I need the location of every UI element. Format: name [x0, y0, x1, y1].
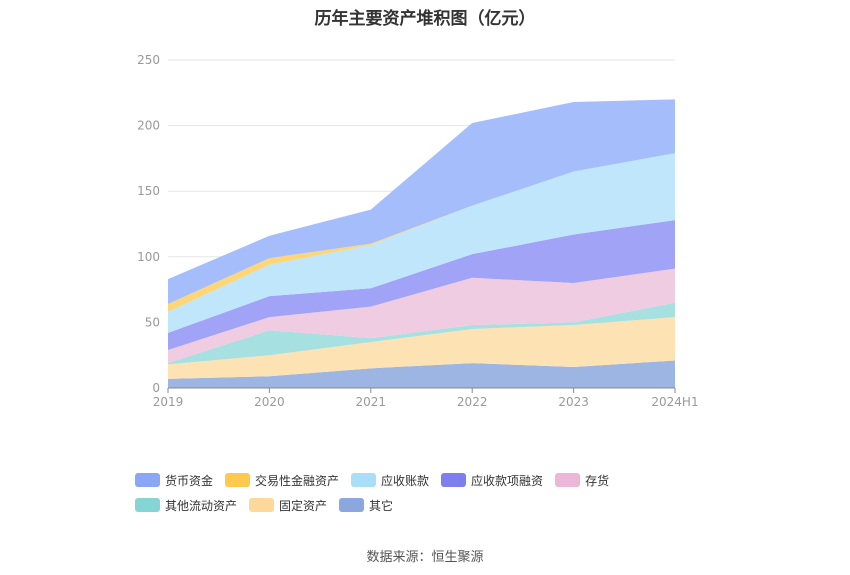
legend-item[interactable]: 应收账款: [351, 473, 430, 488]
area-series-存货: [168, 268, 675, 364]
area-series-应收款项融资: [168, 220, 675, 350]
chart-legend: 货币资金 交易性金融资产 应收账款 应收款项融资 存货其他流动资产 固定资产 其它: [135, 472, 735, 522]
area-series-其它: [168, 360, 675, 388]
area-series-其他流动资产: [168, 302, 675, 365]
x-tick-label: 2020: [254, 395, 285, 409]
x-tick-label: 2024H1: [651, 395, 698, 409]
legend-item[interactable]: 存货: [555, 473, 610, 488]
x-tick-label: 2019: [153, 395, 184, 409]
legend-label: 货币资金: [165, 473, 214, 488]
legend-swatch: [555, 473, 581, 487]
legend-label: 应收账款: [381, 473, 430, 488]
y-tick-label: 200: [137, 119, 160, 133]
legend-label: 交易性金融资产: [255, 473, 340, 488]
legend-swatch: [351, 473, 377, 487]
legend-item[interactable]: 交易性金融资产: [225, 473, 340, 488]
x-tick-label: 2021: [356, 395, 387, 409]
x-tick-label: 2022: [457, 395, 488, 409]
legend-label: 其它: [369, 498, 394, 513]
legend-item[interactable]: 货币资金: [135, 473, 214, 488]
y-tick-label: 150: [137, 184, 160, 198]
legend-swatch: [135, 473, 160, 487]
legend-swatch: [441, 473, 467, 487]
legend-item[interactable]: 固定资产: [249, 498, 328, 513]
area-series-固定资产: [168, 317, 675, 379]
legend-label: 其他流动资产: [165, 498, 238, 513]
legend-swatch: [249, 498, 275, 512]
legend-swatch: [225, 473, 251, 487]
legend-swatch: [339, 498, 365, 512]
chart-title: 历年主要资产堆积图（亿元）: [314, 9, 536, 29]
legend-item[interactable]: 其他流动资产: [135, 498, 238, 513]
legend-item[interactable]: 应收款项融资: [441, 473, 544, 488]
legend-item[interactable]: 其它: [339, 498, 394, 513]
area-series-货币资金: [168, 99, 675, 305]
y-tick-label: 50: [145, 315, 160, 329]
legend-label: 存货: [585, 473, 610, 488]
y-tick-label: 250: [137, 53, 160, 67]
legend-swatch: [135, 498, 160, 512]
y-tick-label: 100: [137, 250, 160, 264]
legend-label: 应收款项融资: [471, 473, 544, 488]
area-series-应收账款: [168, 153, 675, 333]
data-source-note: 数据来源：恒生聚源: [366, 550, 484, 565]
y-tick-label: 0: [152, 381, 160, 395]
legend-label: 固定资产: [279, 498, 328, 513]
x-tick-label: 2023: [558, 395, 589, 409]
